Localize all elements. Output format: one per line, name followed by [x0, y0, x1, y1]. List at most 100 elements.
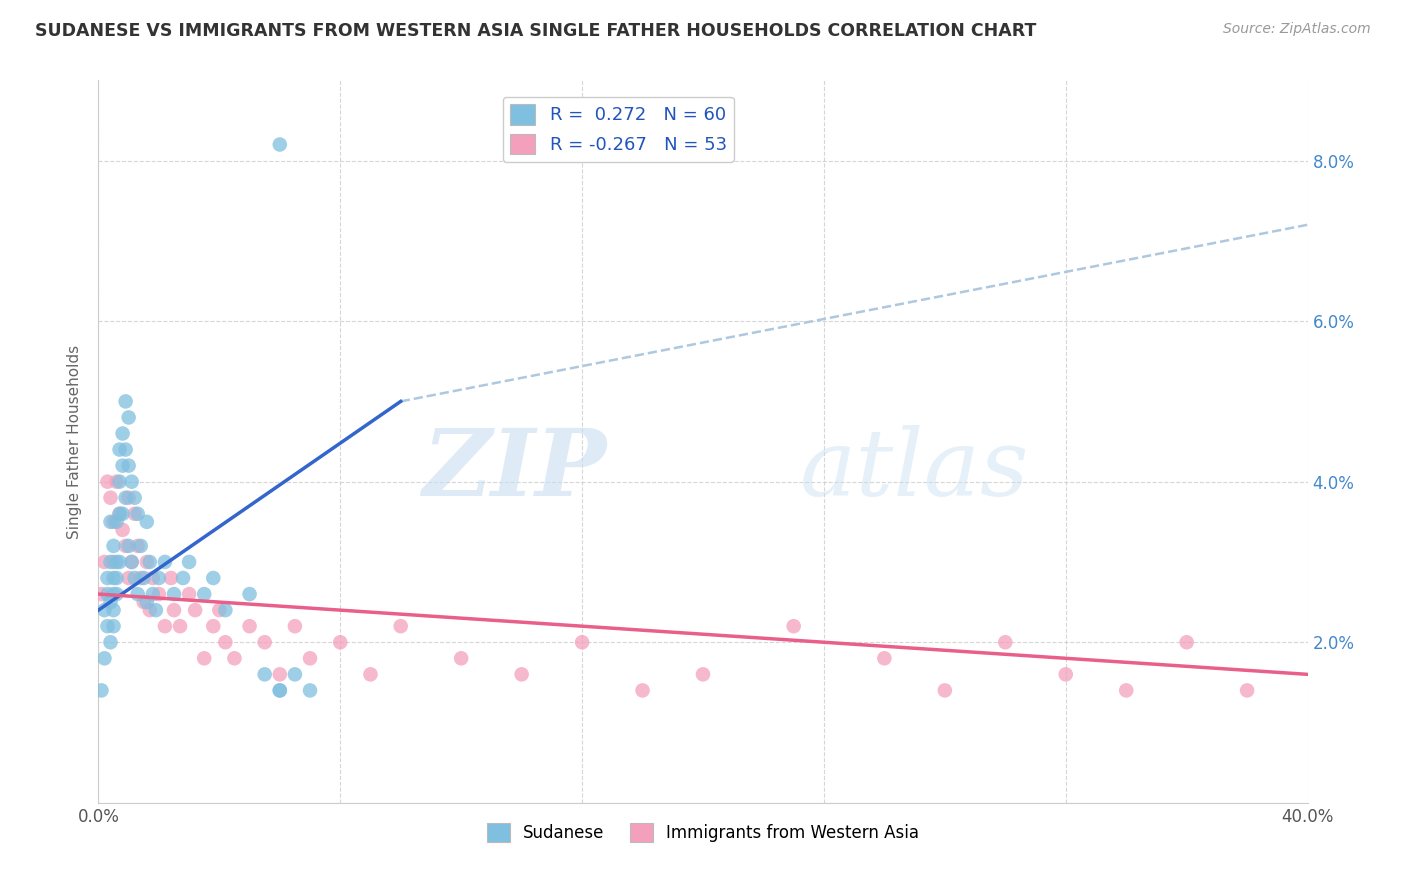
Point	[284, 667, 307, 681]
Point	[111, 458, 134, 473]
Point	[239, 619, 262, 633]
Point	[96, 475, 118, 489]
Point	[631, 683, 654, 698]
Point	[202, 619, 225, 633]
Point	[934, 683, 956, 698]
Point	[105, 587, 128, 601]
Point	[299, 651, 322, 665]
Point	[135, 595, 157, 609]
Point	[1054, 667, 1077, 681]
Y-axis label: Single Father Households: Single Father Households	[67, 344, 83, 539]
Point	[100, 555, 122, 569]
Point	[299, 683, 322, 698]
Point	[103, 515, 125, 529]
Point	[193, 651, 215, 665]
Point	[873, 651, 896, 665]
Point	[160, 571, 183, 585]
Point	[121, 555, 143, 569]
Point	[389, 619, 412, 633]
Point	[124, 507, 146, 521]
Point	[135, 515, 157, 529]
Point	[127, 539, 149, 553]
Point	[253, 667, 276, 681]
Point	[329, 635, 352, 649]
Point	[103, 603, 125, 617]
Point	[783, 619, 806, 633]
Point	[118, 410, 141, 425]
Point	[239, 587, 262, 601]
Point	[214, 603, 236, 617]
Point	[108, 507, 131, 521]
Point	[121, 555, 143, 569]
Point	[169, 619, 191, 633]
Text: atlas: atlas	[800, 425, 1029, 516]
Point	[100, 491, 122, 505]
Point	[172, 571, 194, 585]
Point	[145, 603, 167, 617]
Point	[994, 635, 1017, 649]
Point	[450, 651, 472, 665]
Point	[103, 587, 125, 601]
Point	[114, 491, 136, 505]
Point	[124, 571, 146, 585]
Point	[105, 571, 128, 585]
Point	[132, 571, 155, 585]
Point	[111, 507, 134, 521]
Point	[163, 587, 186, 601]
Point	[100, 515, 122, 529]
Point	[269, 683, 291, 698]
Point	[148, 587, 170, 601]
Point	[510, 667, 533, 681]
Point	[93, 603, 115, 617]
Point	[163, 603, 186, 617]
Point	[96, 571, 118, 585]
Point	[118, 571, 141, 585]
Point	[96, 619, 118, 633]
Point	[269, 667, 291, 681]
Point	[118, 539, 141, 553]
Point	[571, 635, 593, 649]
Point	[142, 571, 165, 585]
Point	[93, 651, 115, 665]
Point	[269, 683, 291, 698]
Point	[93, 555, 115, 569]
Point	[114, 394, 136, 409]
Point	[103, 571, 125, 585]
Point	[103, 555, 125, 569]
Point	[124, 491, 146, 505]
Point	[127, 507, 149, 521]
Point	[105, 555, 128, 569]
Point	[139, 555, 162, 569]
Point	[1175, 635, 1198, 649]
Legend: Sudanese, Immigrants from Western Asia: Sudanese, Immigrants from Western Asia	[479, 816, 927, 848]
Point	[135, 555, 157, 569]
Point	[103, 539, 125, 553]
Point	[118, 458, 141, 473]
Point	[202, 571, 225, 585]
Point	[129, 571, 152, 585]
Point	[114, 539, 136, 553]
Point	[129, 539, 152, 553]
Point	[121, 475, 143, 489]
Point	[90, 587, 112, 601]
Point	[108, 507, 131, 521]
Point	[90, 683, 112, 698]
Point	[153, 619, 176, 633]
Point	[360, 667, 382, 681]
Point	[132, 595, 155, 609]
Point	[284, 619, 307, 633]
Point	[114, 442, 136, 457]
Point	[111, 426, 134, 441]
Text: ZIP: ZIP	[422, 425, 606, 516]
Point	[214, 635, 236, 649]
Point	[1236, 683, 1258, 698]
Point	[108, 442, 131, 457]
Point	[105, 515, 128, 529]
Point	[153, 555, 176, 569]
Point	[224, 651, 246, 665]
Point	[184, 603, 207, 617]
Point	[142, 587, 165, 601]
Point	[103, 619, 125, 633]
Point	[692, 667, 714, 681]
Point	[96, 587, 118, 601]
